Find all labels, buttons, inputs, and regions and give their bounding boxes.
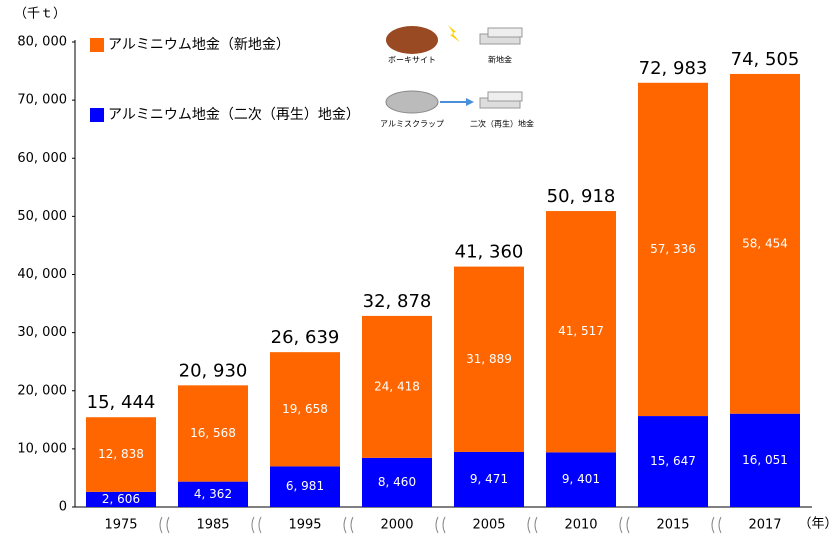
y-tick-label: 50, 000 — [17, 209, 67, 224]
illustration — [385, 25, 523, 114]
bar-segment — [86, 417, 156, 492]
total-label: 32, 878 — [363, 291, 432, 312]
bar-segment — [730, 413, 800, 507]
y-axis-label: （千ｔ） — [14, 7, 66, 22]
bar-segment — [270, 466, 340, 507]
legend-swatch — [90, 38, 104, 52]
value-label: 16, 568 — [190, 426, 236, 440]
total-label: 41, 360 — [455, 242, 524, 263]
value-label: 58, 454 — [742, 236, 788, 250]
total-label: 20, 930 — [179, 360, 248, 381]
bar-segment — [730, 73, 800, 414]
legend-swatch — [90, 108, 104, 122]
bar-segment — [454, 451, 524, 507]
bar-segment — [546, 452, 616, 507]
y-tick-label: 80, 000 — [17, 35, 67, 50]
total-label: 26, 639 — [271, 327, 340, 348]
bar-segment — [362, 457, 432, 507]
x-tick-label: 2005 — [472, 518, 505, 533]
total-label: 74, 505 — [731, 49, 800, 70]
x-tick-label: 1975 — [104, 518, 137, 533]
axis-break — [527, 516, 538, 534]
value-label: 15, 647 — [650, 454, 696, 468]
legend-label: アルミニウム地金（二次（再生）地金） — [108, 107, 360, 123]
value-label: 2, 606 — [102, 492, 140, 506]
axis-break — [619, 516, 630, 534]
value-label: 6, 981 — [286, 479, 324, 493]
bar-segment — [454, 266, 524, 452]
value-label: 31, 889 — [466, 352, 512, 366]
total-label: 15, 444 — [87, 392, 156, 413]
x-tick-label: 1995 — [288, 518, 321, 533]
illustration-label: 新地金 — [488, 55, 512, 65]
y-tick-label: 0 — [59, 500, 67, 515]
y-tick-label: 70, 000 — [17, 93, 67, 108]
x-tick-label: 2015 — [656, 518, 689, 533]
value-label: 12, 838 — [98, 447, 144, 461]
total-label: 50, 918 — [547, 186, 616, 207]
bar-segment — [178, 385, 248, 482]
y-tick-label: 60, 000 — [17, 151, 67, 166]
value-label: 9, 471 — [470, 472, 508, 486]
y-tick-label: 20, 000 — [17, 383, 67, 398]
value-label: 41, 517 — [558, 324, 604, 338]
value-label: 24, 418 — [374, 379, 420, 393]
value-label: 9, 401 — [562, 472, 600, 486]
axis-break — [343, 516, 354, 534]
axis-break — [711, 516, 722, 534]
bar-segment — [638, 82, 708, 417]
bar-segment — [178, 481, 248, 507]
bar-segment — [270, 352, 340, 467]
value-label: 57, 336 — [650, 242, 696, 256]
y-tick-label: 10, 000 — [17, 441, 67, 456]
illustration-label: ボーキサイト — [388, 56, 436, 65]
total-label: 72, 983 — [639, 58, 708, 79]
value-label: 4, 362 — [194, 487, 232, 501]
bar-segment — [86, 491, 156, 507]
x-tick-label: 2000 — [380, 518, 413, 533]
bar-segment — [362, 315, 432, 458]
x-tick-label: 1985 — [196, 518, 229, 533]
value-label: 16, 051 — [742, 453, 788, 467]
illustration-label: アルミスクラップ — [380, 120, 444, 129]
bar-segment — [638, 416, 708, 507]
x-tick-label: 2017 — [748, 518, 781, 533]
legend-label: アルミニウム地金（新地金） — [108, 37, 290, 53]
value-label: 19, 658 — [282, 402, 328, 416]
axis-break — [435, 516, 446, 534]
x-tick-label: 2010 — [564, 518, 597, 533]
bar-segment — [546, 211, 616, 453]
y-tick-label: 40, 000 — [17, 267, 67, 282]
y-tick-label: 30, 000 — [17, 325, 67, 340]
axis-break — [159, 516, 170, 534]
x-axis-label: （年） — [798, 517, 836, 532]
axis-break — [251, 516, 262, 534]
illustration-label: 二次（再生）地金 — [470, 119, 534, 129]
value-label: 8, 460 — [378, 475, 416, 489]
